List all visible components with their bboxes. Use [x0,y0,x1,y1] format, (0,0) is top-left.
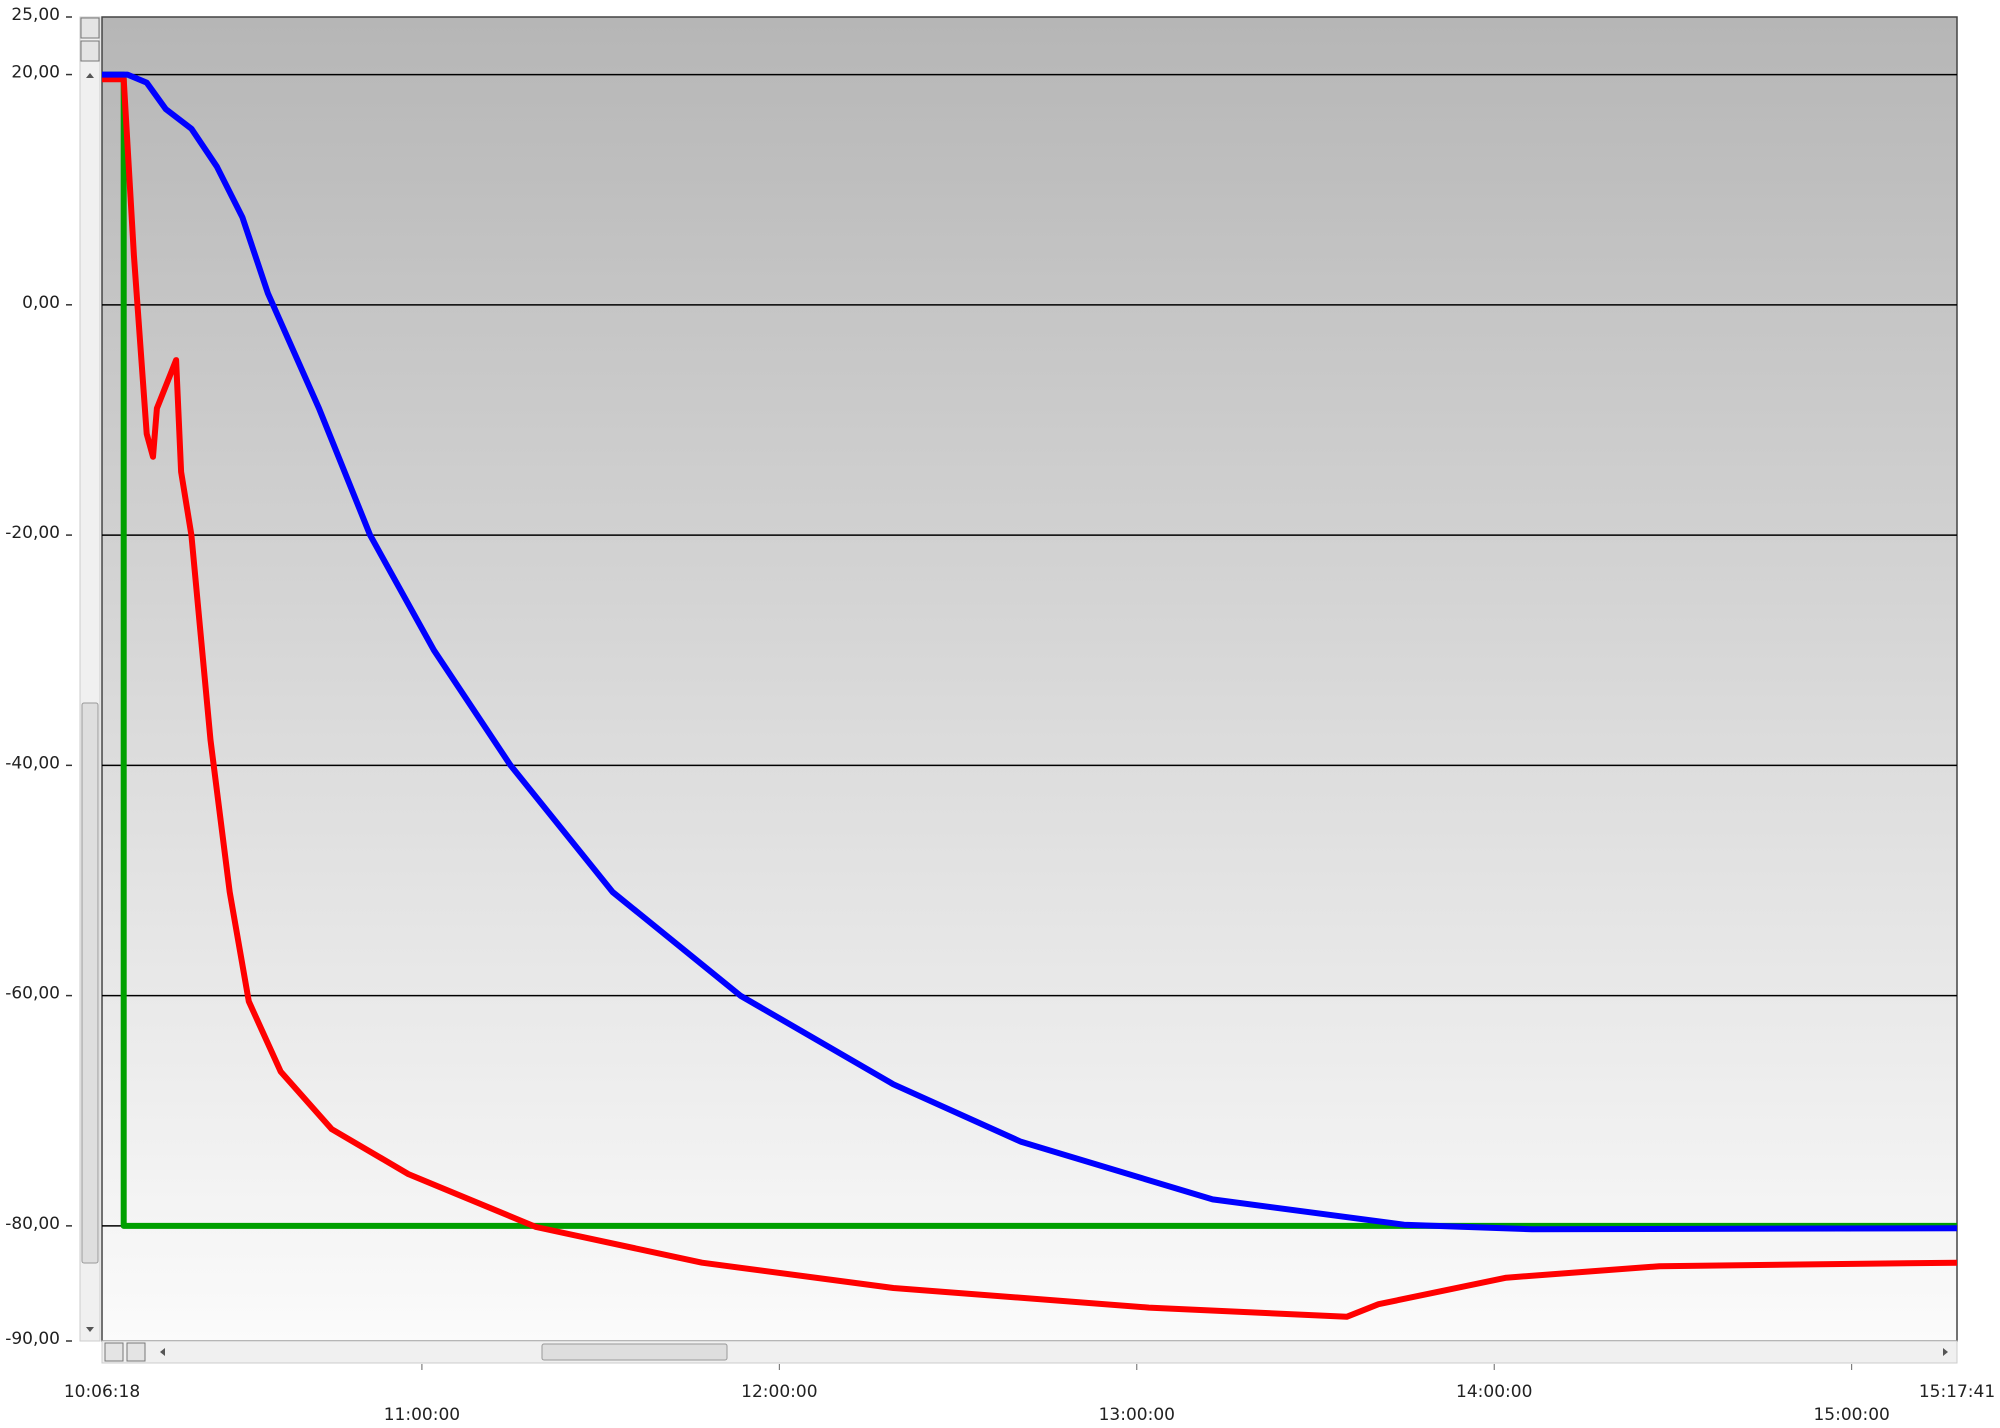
x-tick-label: 15:00:00 [1813,1405,1889,1425]
horizontal-scrollbar[interactable] [101,1340,1958,1364]
zoom-reset-button[interactable] [80,17,100,39]
y-tick-label: -80,00 [5,1214,60,1234]
y-tick-label: -60,00 [5,984,60,1004]
zoom-reset-button[interactable] [104,1342,124,1362]
refresh-button[interactable] [80,40,100,62]
scroll-thumb[interactable] [541,1343,728,1361]
y-tick-label: 20,00 [11,63,60,83]
x-tick-label: 14:00:00 [1456,1382,1532,1402]
y-tick-label: -20,00 [5,523,60,543]
series-line [102,76,1958,1320]
refresh-button[interactable] [126,1342,146,1362]
y-tick-label: -90,00 [5,1329,60,1349]
x-tick-label: 12:00:00 [741,1382,817,1402]
x-start-label: 10:06:18 [64,1382,140,1402]
x-tick-label: 13:00:00 [1099,1405,1175,1425]
scroll-thumb[interactable] [81,702,99,1264]
series-line [102,71,1958,1233]
vertical-scrollbar[interactable] [79,16,101,1342]
y-tick-label: 25,00 [11,5,60,25]
x-tick-label: 11:00:00 [384,1405,460,1425]
plot-area [101,16,1958,1342]
y-tick-label: 0,00 [22,293,60,313]
y-tick-label: -40,00 [5,753,60,773]
x-end-label: 15:17:41 [1919,1382,1995,1402]
